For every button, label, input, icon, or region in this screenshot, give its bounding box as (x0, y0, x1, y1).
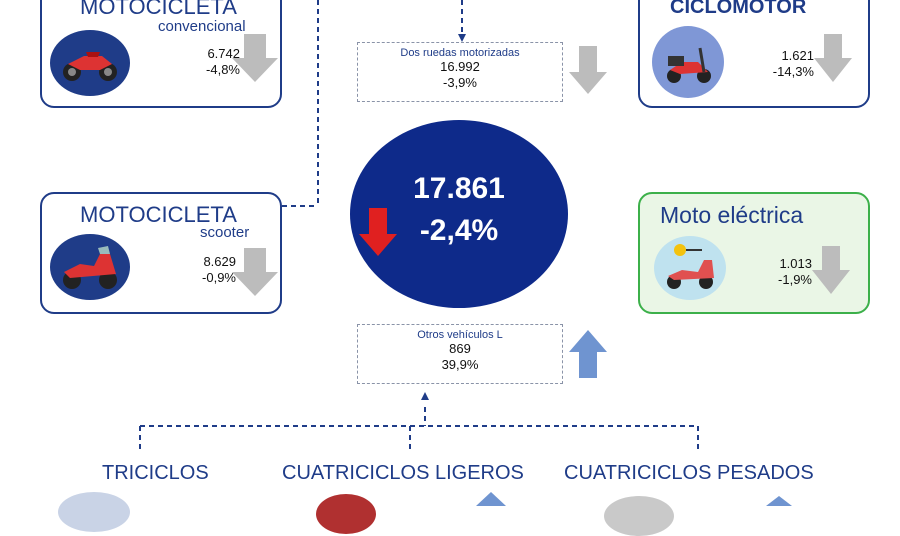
card-title: Moto eléctrica (660, 202, 804, 228)
card-moto-scooter: MOTOCICLETA scooter 8.629 -0,9% (40, 192, 282, 314)
card-subtitle: convencional (158, 18, 246, 35)
arrow-down-icon (232, 248, 278, 296)
change: -14,3% (772, 64, 814, 79)
light-quadricycle-icon (316, 494, 376, 534)
electric-scooter-icon (654, 236, 726, 300)
label-triciclos: TRICICLOS (102, 462, 209, 484)
change: -4,8% (206, 62, 240, 77)
box-change: 39,9% (441, 357, 479, 372)
card-title: MOTOCICLETA (80, 0, 237, 19)
box-change: -3,9% (443, 75, 477, 90)
arrow-down-icon (569, 46, 607, 94)
label-cuatriciclos-ligeros: CUATRICICLOS LIGEROS (282, 462, 524, 484)
moped-icon (652, 26, 724, 98)
label-cuatriciclos-pesados: CUATRICICLOS PESADOS (564, 462, 814, 484)
total-circle: 17.861 -2,4% (350, 120, 568, 308)
box-value: 16.992 (440, 59, 480, 74)
arrow-down-icon (814, 34, 852, 82)
box-value: 869 (449, 341, 471, 356)
scooter-icon (50, 234, 130, 300)
total-change: -2,4% (419, 214, 499, 247)
box-dos-ruedas: Dos ruedas motorizadas 16.992 -3,9% (357, 42, 563, 102)
card-moto-electrica: Moto eléctrica 1.013 -1,9% (638, 192, 870, 314)
value: 1.013 (779, 256, 812, 271)
box-otros-vehiculos: Otros vehículos L 869 39,9% (357, 324, 563, 384)
total-value: 17.861 (413, 172, 505, 205)
connector-lines (139, 0, 699, 450)
arrow-up-icon (476, 492, 506, 506)
card-moto-convencional: MOTOCICLETA convencional 6.742 -4,8% (40, 0, 282, 108)
card-subtitle: scooter (200, 224, 250, 241)
value: 1.621 (781, 48, 814, 63)
value: 8.629 (203, 254, 236, 269)
arrow-up-icon (766, 496, 792, 506)
arrow-down-icon (812, 246, 850, 294)
tricycle-icon (58, 492, 130, 532)
arrow-down-red-icon (359, 208, 397, 256)
value: 6.742 (207, 46, 240, 61)
change: -0,9% (202, 270, 236, 285)
box-label: Otros vehículos L (417, 329, 503, 341)
card-title: CICLOMOTOR (670, 0, 807, 18)
card-ciclomotor: CICLOMOTOR 1.621 -14,3% (638, 0, 870, 108)
arrow-down-icon (232, 34, 278, 82)
box-label: Dos ruedas motorizadas (400, 47, 520, 59)
motorcycle-icon (50, 30, 130, 96)
heavy-quadricycle-icon (604, 496, 674, 536)
arrow-up-icon (569, 330, 607, 378)
card-title: MOTOCICLETA (80, 202, 237, 227)
change: -1,9% (778, 272, 812, 287)
